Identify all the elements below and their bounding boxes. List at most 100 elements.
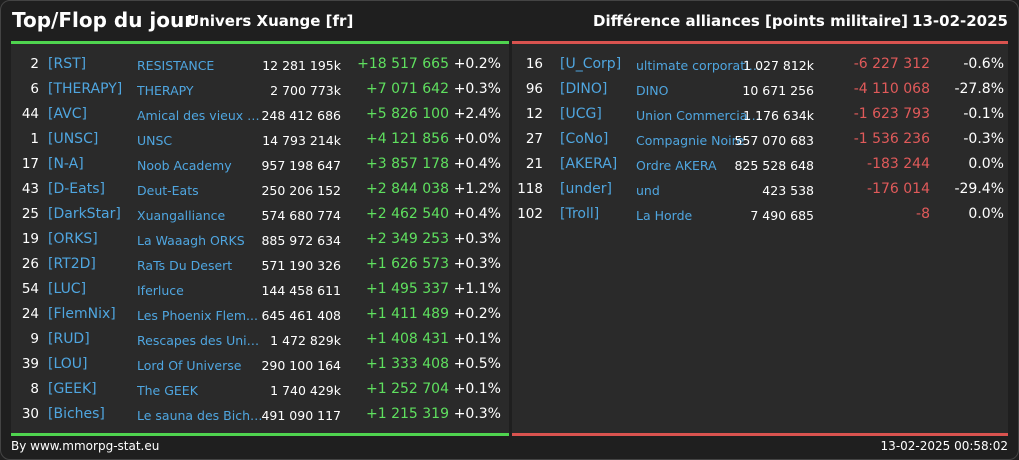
percent-cell: +0.0% — [453, 131, 501, 147]
points-cell: 571 190 326 — [261, 258, 341, 273]
alliance-name-link[interactable]: Iferluce — [137, 283, 184, 298]
points-cell: 248 412 686 — [261, 108, 341, 123]
table-row: 17 [N-A] Noob Academy 957 198 647 +3 857 178… — [11, 152, 509, 177]
rank-cell: 54 — [21, 281, 39, 297]
alliance-name-link[interactable]: Noob Academy — [137, 158, 232, 173]
alliance-tag-link[interactable]: [THERAPY] — [48, 81, 123, 97]
alliance-tag-link[interactable]: [N-A] — [48, 156, 84, 172]
diff-cell: +2 462 540 — [366, 206, 449, 222]
alliance-name-link[interactable]: Rescapes des Univ... — [137, 333, 263, 348]
alliance-tag-link[interactable]: [UNSC] — [48, 131, 99, 147]
alliance-name-link[interactable]: UNSC — [137, 133, 173, 148]
percent-cell: 0.0% — [968, 156, 1004, 172]
alliance-tag-link[interactable]: [LUC] — [48, 281, 87, 297]
diff-cell: -8 — [916, 206, 930, 222]
points-cell: 1 176 634k — [743, 108, 814, 123]
percent-cell: +1.2% — [453, 181, 501, 197]
alliance-tag-link[interactable]: [Biches] — [48, 406, 105, 422]
alliance-tag-link[interactable]: [DINO] — [560, 81, 608, 97]
rank-cell: 96 — [525, 81, 543, 97]
table-row: 21 [AKERA] Ordre AKERA 825 528 648 -183 244 0… — [512, 152, 1008, 177]
alliance-name-link[interactable]: und — [636, 183, 660, 198]
alliance-name-link[interactable]: RaTs Du Desert — [137, 258, 233, 273]
rank-cell: 12 — [525, 106, 543, 122]
rank-cell: 8 — [30, 381, 39, 397]
alliance-tag-link[interactable]: [CoNo] — [560, 131, 609, 147]
table-row: 9 [RUD] Rescapes des Univ... 1 472 829k +1 4… — [11, 327, 509, 352]
diff-cell: +4 121 856 — [366, 131, 449, 147]
points-cell: 1 740 429k — [270, 383, 341, 398]
rank-cell: 25 — [21, 206, 39, 222]
percent-cell: +0.4% — [453, 156, 501, 172]
rank-cell: 43 — [21, 181, 39, 197]
alliance-tag-link[interactable]: [RUD] — [48, 331, 90, 347]
table-row: 39 [LOU] Lord Of Universe 290 100 164 +1 333… — [11, 352, 509, 377]
rank-cell: 30 — [21, 406, 39, 422]
alliance-tag-link[interactable]: [FlemNix] — [48, 306, 116, 322]
table-row: 16 [U_Corp] ultimate corporation 1 027 812k… — [512, 52, 1008, 77]
top-list: 2 [RST] RESISTANCE 12 281 195k +18 517 665 +0… — [11, 52, 509, 427]
timestamp-text: 13-02-2025 00:58:02 — [880, 439, 1008, 453]
alliance-tag-link[interactable]: [LOU] — [48, 356, 88, 372]
diff-cell: +1 252 704 — [366, 381, 449, 397]
alliance-name-link[interactable]: RESISTANCE — [137, 58, 215, 73]
rank-cell: 2 — [30, 56, 39, 72]
alliance-tag-link[interactable]: [AVC] — [48, 106, 87, 122]
alliance-name-link[interactable]: La Waaagh ORKS — [137, 233, 245, 248]
alliance-tag-link[interactable]: [U_Corp] — [560, 56, 622, 72]
points-cell: 574 680 774 — [261, 208, 341, 223]
alliance-name-link[interactable]: The GEEK — [137, 383, 198, 398]
table-row: 96 [DINO] DINO 10 671 256 -4 110 068 -27.8% — [512, 77, 1008, 102]
alliance-tag-link[interactable]: [DarkStar] — [48, 206, 121, 222]
table-row: 118 [under] und 423 538 -176 014 -29.4% — [512, 177, 1008, 202]
alliance-tag-link[interactable]: [ORKS] — [48, 231, 98, 247]
universe-label: Univers Xuange [fr] — [187, 12, 354, 30]
table-row: 19 [ORKS] La Waaagh ORKS 885 972 634 +2 349 … — [11, 227, 509, 252]
alliance-tag-link[interactable]: [RST] — [48, 56, 87, 72]
rank-cell: 102 — [517, 206, 543, 222]
alliance-tag-link[interactable]: [AKERA] — [560, 156, 618, 172]
alliance-name-link[interactable]: Les Phoenix Flem... — [137, 308, 258, 323]
diff-cell: +3 857 178 — [366, 156, 449, 172]
rank-cell: 118 — [517, 181, 543, 197]
alliance-name-link[interactable]: Lord Of Universe — [137, 358, 242, 373]
alliance-name-link[interactable]: Le sauna des Biche... — [137, 408, 263, 423]
alliance-tag-link[interactable]: [Troll] — [560, 206, 600, 222]
alliance-name-link[interactable]: THERAPY — [137, 83, 194, 98]
alliance-tag-link[interactable]: [D-Eats] — [48, 181, 105, 197]
points-cell: 7 490 685 — [750, 208, 814, 223]
points-cell: 12 281 195k — [262, 58, 341, 73]
table-row: 25 [DarkStar] Xuangalliance 574 680 774 +2 4… — [11, 202, 509, 227]
percent-cell: +0.1% — [453, 331, 501, 347]
points-cell: 423 538 — [762, 183, 814, 198]
alliance-tag-link[interactable]: [GEEK] — [48, 381, 97, 397]
rank-cell: 16 — [525, 56, 543, 72]
table-row: 12 [UCG] Union Commerciale... 1 176 634k -1 … — [512, 102, 1008, 127]
points-cell: 1 027 812k — [743, 58, 814, 73]
alliance-name-link[interactable]: Xuangalliance — [137, 208, 226, 223]
table-row: 54 [LUC] Iferluce 144 458 611 +1 495 337 +1.1… — [11, 277, 509, 302]
table-row: 27 [CoNo] Compagnie Noire 557 070 683 -1 536… — [512, 127, 1008, 152]
percent-cell: -29.4% — [954, 181, 1004, 197]
percent-cell: -0.6% — [963, 56, 1004, 72]
alliance-tag-link[interactable]: [RT2D] — [48, 256, 96, 272]
diff-cell: +1 215 319 — [366, 406, 449, 422]
alliance-name-link[interactable]: Deut-Eats — [137, 183, 199, 198]
diff-cell: -1 536 236 — [853, 131, 930, 147]
percent-cell: -0.1% — [963, 106, 1004, 122]
diff-cell: -6 227 312 — [853, 56, 930, 72]
diff-cell: +18 517 665 — [357, 56, 449, 72]
alliance-name-link[interactable]: La Horde — [636, 208, 693, 223]
percent-cell: +0.4% — [453, 206, 501, 222]
diff-cell: +7 071 642 — [366, 81, 449, 97]
table-row: 102 [Troll] La Horde 7 490 685 -8 0.0% — [512, 202, 1008, 227]
rank-cell: 1 — [30, 131, 39, 147]
diff-cell: +1 411 489 — [366, 306, 449, 322]
alliance-tag-link[interactable]: [under] — [560, 181, 612, 197]
percent-cell: +0.1% — [453, 381, 501, 397]
alliance-name-link[interactable]: Amical des vieux co... — [137, 108, 263, 123]
points-cell: 144 458 611 — [261, 283, 341, 298]
percent-cell: +1.1% — [453, 281, 501, 297]
rank-cell: 44 — [21, 106, 39, 122]
alliance-tag-link[interactable]: [UCG] — [560, 106, 602, 122]
